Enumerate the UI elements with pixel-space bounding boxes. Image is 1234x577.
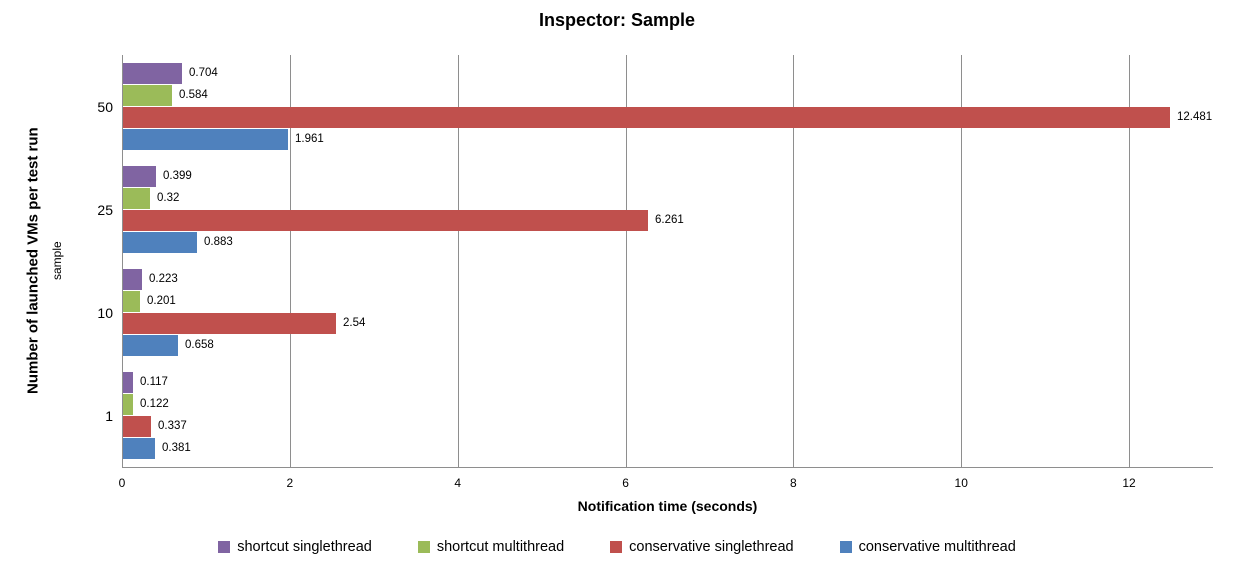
gridline <box>289 55 291 467</box>
chart-title: Inspector: Sample <box>538 10 696 30</box>
category-tick-label: 10 <box>97 304 113 321</box>
x-tick-label: 8 <box>790 476 797 490</box>
legend-item-shortcut-singlethread: shortcut singlethread <box>218 539 372 555</box>
bar-conservative-multithread <box>123 129 288 150</box>
legend-swatch-icon <box>839 541 852 553</box>
bar-value-label: 0.381 <box>162 442 191 454</box>
x-tick-label: 12 <box>1122 476 1136 490</box>
category-tick-label: 50 <box>97 98 113 115</box>
bar-conservative-singlethread <box>123 313 336 334</box>
bar-value-label: 12.481 <box>1177 111 1213 123</box>
gridline <box>457 55 459 467</box>
x-tick-label: 10 <box>954 476 968 490</box>
bar-value-label: 1.961 <box>295 133 324 145</box>
legend-label: conservative singlethread <box>629 539 794 555</box>
bar-value-label: 0.704 <box>189 67 218 79</box>
legend-swatch-icon <box>417 541 430 553</box>
category-tick-label: 1 <box>105 407 113 424</box>
bar-value-label: 0.883 <box>204 236 233 248</box>
legend-swatch-icon <box>218 541 231 553</box>
gridline <box>961 55 963 467</box>
bar-shortcut-singlethread <box>123 166 156 187</box>
bar-conservative-singlethread <box>123 210 648 231</box>
x-tick-label: 0 <box>118 476 126 490</box>
legend-label: conservative multithread <box>858 539 1016 555</box>
bar-value-label: 0.32 <box>157 192 180 204</box>
bar-value-label: 0.337 <box>158 420 187 432</box>
legend-label: shortcut multithread <box>436 539 565 555</box>
bar-shortcut-multithread <box>123 85 172 106</box>
legend-item-conservative-singlethread: conservative singlethread <box>610 539 794 555</box>
gridline <box>625 55 627 467</box>
bar-shortcut-multithread <box>123 394 133 415</box>
x-axis-title: Notification time (seconds) <box>577 498 758 514</box>
x-tick-label: 2 <box>286 476 294 490</box>
legend-swatch-icon <box>610 541 623 553</box>
bar-value-label: 0.201 <box>147 295 176 307</box>
bar-value-label: 0.122 <box>140 398 169 410</box>
bar-value-label: 0.117 <box>140 376 168 388</box>
gridline <box>793 55 795 467</box>
bar-value-label: 0.399 <box>163 170 192 182</box>
bar-shortcut-singlethread <box>123 269 142 290</box>
bar-shortcut-singlethread <box>123 372 133 393</box>
x-tick-label: 4 <box>454 476 462 490</box>
bar-conservative-multithread <box>123 438 155 459</box>
category-tick-label: 25 <box>97 201 113 218</box>
bar-conservative-singlethread <box>123 107 1170 128</box>
legend-item-shortcut-multithread: shortcut multithread <box>417 539 565 555</box>
gridline <box>1129 55 1131 467</box>
bar-shortcut-singlethread <box>123 63 182 84</box>
bar-conservative-singlethread <box>123 416 151 437</box>
x-tick-label: 6 <box>622 476 629 490</box>
bar-value-label: 0.584 <box>179 89 208 101</box>
bar-shortcut-multithread <box>123 291 140 312</box>
legend-item-conservative-multithread: conservative multithread <box>839 539 1016 555</box>
bar-value-label: 6.261 <box>655 214 684 226</box>
bar-conservative-multithread <box>123 232 197 253</box>
bar-value-label: 0.658 <box>185 339 214 351</box>
bar-conservative-multithread <box>123 335 178 356</box>
bar-shortcut-multithread <box>123 188 150 209</box>
gridline <box>122 55 123 467</box>
bar-value-label: 0.223 <box>149 273 178 285</box>
bar-value-label: 2.54 <box>343 317 366 329</box>
legend: shortcut singlethread shortcut multithrea… <box>0 539 1234 555</box>
legend-label: shortcut singlethread <box>237 539 372 555</box>
x-axis-line <box>122 467 1213 468</box>
